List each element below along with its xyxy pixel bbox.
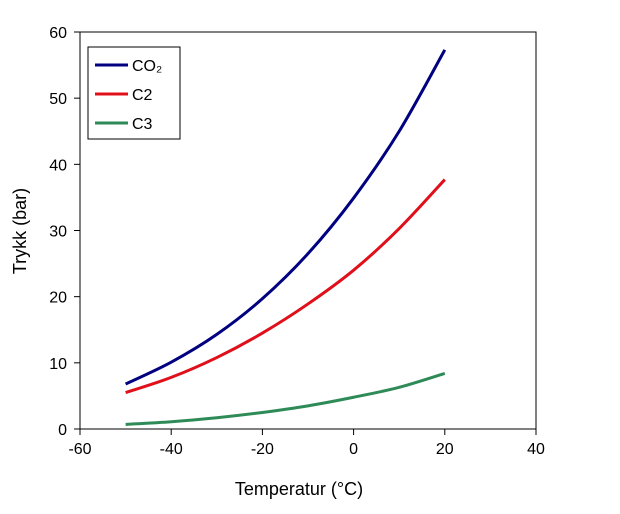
- legend-label-1: CO₂: [132, 58, 162, 75]
- x-tick-label: -40: [160, 441, 183, 458]
- legend: CO₂ C2 C3: [87, 46, 181, 140]
- x-tick-label: 40: [527, 441, 545, 458]
- axis-ticks: -60 -40 -20 0 20 40 0 10 20 30 40 50 60: [49, 25, 545, 458]
- y-tick-label: 60: [49, 25, 67, 42]
- legend-label-2: C2: [132, 87, 153, 104]
- y-axis-title: Trykk (bar): [10, 188, 30, 274]
- y-tick-label: 50: [49, 91, 67, 108]
- series-line-3: [125, 371, 446, 426]
- x-tick-label: -20: [251, 441, 274, 458]
- y-tick-label: 0: [58, 422, 67, 439]
- y-tick-label: 30: [49, 224, 67, 241]
- x-tick-label: 20: [436, 441, 454, 458]
- y-tick-label: 40: [49, 157, 67, 174]
- x-tick-label: 0: [349, 441, 358, 458]
- y-tick-label: 10: [49, 356, 67, 373]
- x-axis-title: Temperatur (°C): [235, 479, 363, 499]
- series-line-2: [125, 178, 446, 395]
- series-group: [124, 49, 447, 426]
- legend-label-3: C3: [132, 116, 153, 133]
- y-tick-label: 20: [49, 290, 67, 307]
- x-tick-label: -60: [68, 441, 91, 458]
- series-line-1: [124, 49, 447, 386]
